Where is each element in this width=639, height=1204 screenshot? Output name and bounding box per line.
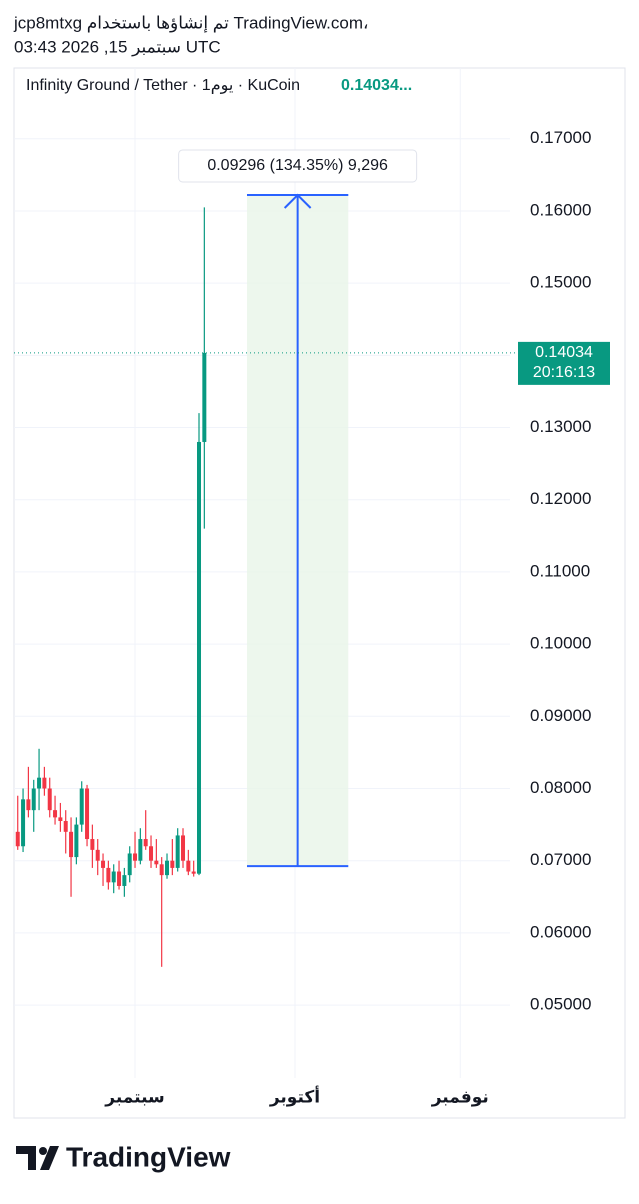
candle-body (186, 860, 191, 872)
price-tag-value: 0.14034 (535, 344, 593, 361)
logo (16, 1146, 36, 1170)
candle-body (165, 860, 170, 876)
price-tag (518, 341, 610, 385)
x-tick-label: سبتمبر (104, 1087, 165, 1107)
candle-body (138, 839, 143, 861)
candle-body (133, 853, 138, 861)
candle-body (122, 875, 127, 886)
y-tick-label: 0.11000 (530, 561, 590, 580)
chart-frame (13, 67, 626, 1119)
y-tick-label: 0.16000 (530, 200, 591, 219)
candle-body (101, 860, 106, 868)
candle-body (47, 788, 52, 811)
brand-name: TradingView (66, 1141, 231, 1172)
y-tick-label: 0.17000 (530, 128, 591, 147)
candle-body (106, 867, 111, 883)
candle-body (95, 849, 100, 861)
measure-label: 0.09296 (134.35%) 9,296 (207, 157, 388, 174)
candle-body (69, 831, 74, 858)
candle-body (37, 777, 42, 789)
candle-body (31, 788, 36, 811)
candle-body (202, 352, 207, 442)
candle-body (197, 441, 202, 874)
logo (39, 1147, 47, 1155)
candle-body (90, 839, 95, 850)
candle-body (127, 853, 132, 876)
price-tag-countdown: 20:16:13 (533, 364, 595, 381)
y-tick-label: 0.07000 (530, 850, 591, 869)
plot: 0.170000.160000.150000.140000.130000.120… (14, 68, 610, 1107)
header-line: jcp8mtxg تم إنشاؤها باستخدام TradingView… (13, 13, 369, 33)
candle-body (85, 788, 90, 840)
y-tick-label: 0.06000 (530, 922, 591, 941)
legend-price: 0.14034... (341, 77, 412, 94)
candle-body (58, 817, 63, 821)
header-line: 03:43 2026 ,15 سبتمبر UTC (14, 37, 221, 56)
candle-body (15, 831, 20, 847)
candle-body (149, 846, 154, 861)
x-tick-label: نوفمبر (431, 1087, 489, 1107)
candle-body (79, 788, 84, 825)
candle-body (170, 860, 175, 868)
candle-body (191, 871, 196, 874)
candle-body (181, 835, 186, 861)
y-tick-label: 0.10000 (530, 634, 591, 653)
x-tick-label: أكتوبر (269, 1085, 320, 1107)
measure-label-box (178, 149, 418, 183)
brand: TradingView (16, 1141, 231, 1172)
candle-body (154, 860, 159, 865)
candle-body (74, 824, 79, 858)
candle-body (42, 777, 47, 789)
y-tick-label: 0.13000 (530, 417, 591, 436)
arrow-head (283, 193, 312, 209)
candle-body (175, 835, 180, 868)
legend-title: Infinity Ground / Tether · 1يوم · KuCoin (26, 77, 300, 95)
y-tick-label: 0.12000 (530, 489, 591, 508)
candle-body (21, 799, 26, 847)
y-tick-label: 0.05000 (530, 995, 591, 1014)
candle-body (143, 839, 148, 847)
candle-body (117, 871, 122, 886)
candle-body (53, 810, 58, 818)
y-tick-label: 0.15000 (530, 273, 591, 292)
y-tick-label: 0.09000 (530, 706, 591, 725)
candle-body (159, 864, 164, 876)
logo (40, 1146, 59, 1170)
candle-body (111, 871, 116, 883)
y-tick-label: 0.08000 (530, 778, 591, 797)
candle-body (26, 799, 31, 811)
candle-body (63, 820, 68, 832)
